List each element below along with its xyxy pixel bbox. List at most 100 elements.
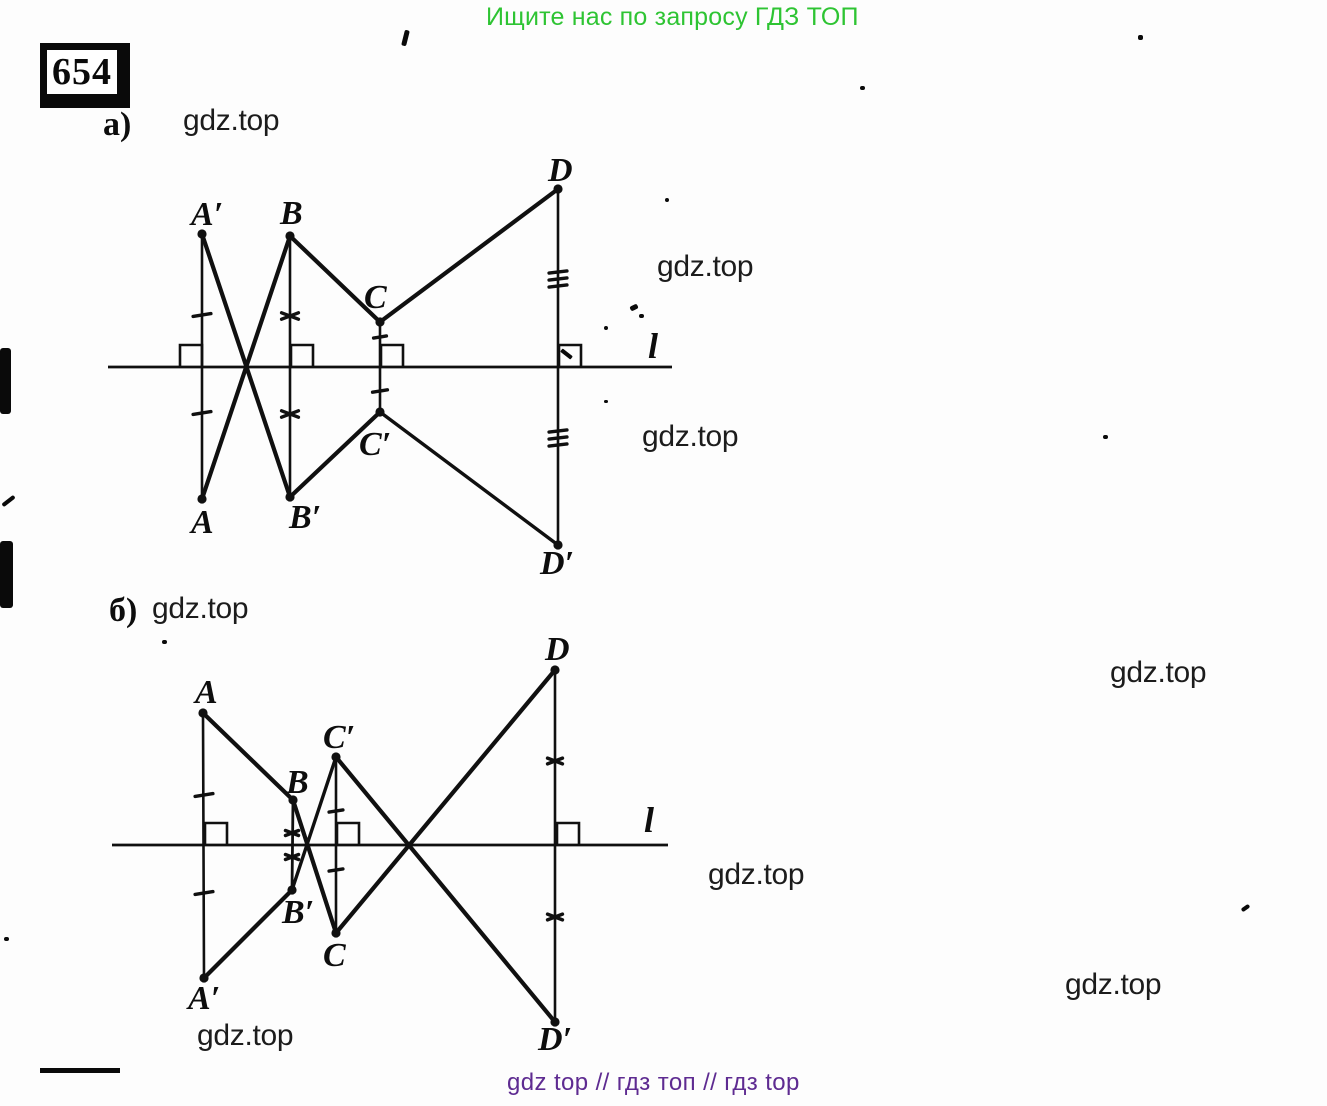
point-dot-a — [197, 494, 207, 504]
tick-mark — [547, 428, 569, 434]
point-dot-a — [197, 229, 207, 239]
point-label-a: C — [364, 279, 387, 316]
point-dot-b — [287, 885, 297, 895]
watermark-text: gdz.top — [657, 250, 754, 283]
point-label-b: B′ — [281, 894, 314, 931]
tick-mark — [545, 756, 565, 766]
point-dot-a — [285, 492, 295, 502]
right-angle-mark — [289, 343, 315, 367]
point-label-b: D — [544, 631, 570, 668]
segment-line — [287, 233, 383, 325]
point-label-a: B — [279, 195, 303, 232]
promo-header-text: Ищите нас по запросу ГДЗ ТОП — [486, 3, 859, 31]
figure-b-label: б) — [109, 592, 138, 629]
tick-mark — [193, 791, 215, 799]
segment-line — [287, 409, 383, 500]
ink-speck — [639, 314, 644, 318]
tick-mark — [283, 852, 301, 862]
point-label-b: B — [285, 764, 309, 801]
figure-a-label: а) — [103, 106, 132, 143]
point-dot-b — [198, 708, 208, 718]
point-dot-a — [553, 184, 563, 194]
ink-speck — [604, 326, 608, 330]
point-dot-b — [199, 973, 209, 983]
segment-line — [200, 710, 296, 803]
tick-mark — [370, 388, 390, 394]
segment-line — [377, 186, 561, 325]
ink-speck — [860, 86, 865, 90]
segment-line — [201, 887, 295, 981]
point-label-b: A′ — [186, 980, 220, 1017]
point-label-a: D — [547, 152, 573, 189]
point-label-b: C′ — [323, 719, 355, 756]
point-label-b: A — [193, 674, 218, 711]
segment-line — [290, 755, 338, 892]
segment-line — [333, 754, 558, 1025]
watermark-text: gdz.top — [197, 1019, 294, 1052]
point-label-a: A′ — [189, 196, 223, 233]
point-dot-a — [285, 231, 295, 241]
tick-mark — [547, 269, 569, 275]
ink-speck — [4, 937, 9, 941]
ink-speck — [1103, 435, 1108, 439]
right-angle-mark — [335, 821, 361, 845]
axis-label-a: l — [648, 326, 658, 366]
segment-line — [199, 231, 293, 500]
right-angle-mark — [557, 343, 583, 367]
tick-mark — [279, 311, 301, 321]
watermark-text: gdz.top — [183, 104, 280, 137]
point-label-a: A — [189, 504, 214, 541]
ink-speck — [604, 400, 608, 403]
tick-mark — [545, 912, 565, 922]
ink-speck — [665, 198, 669, 202]
watermark-text: gdz.top — [642, 420, 739, 453]
watermark-text: gdz.top — [1110, 656, 1207, 689]
point-dot-a — [375, 407, 385, 417]
right-angle-mark — [203, 821, 229, 845]
segment-line — [378, 410, 560, 547]
segment-line — [290, 797, 339, 936]
segment-line — [333, 667, 558, 936]
tick-mark — [279, 409, 301, 419]
problem-number-badge: 654 — [40, 43, 130, 108]
point-label-a: C′ — [359, 426, 391, 463]
tick-mark — [191, 311, 213, 319]
tick-mark — [547, 283, 569, 289]
ink-speck — [162, 640, 167, 644]
right-angle-mark — [555, 821, 581, 845]
tick-mark — [547, 276, 569, 282]
point-dot-a — [553, 540, 563, 550]
segment-line — [201, 711, 206, 980]
tick-mark — [547, 442, 569, 448]
axis-label-b: l — [644, 800, 654, 840]
right-angle-mark — [379, 343, 405, 367]
ink-speck — [0, 541, 13, 608]
point-label-b: D′ — [537, 1021, 572, 1058]
ink-speck — [0, 348, 11, 414]
tick-mark — [327, 808, 345, 814]
tick-mark — [371, 334, 389, 340]
ink-speck — [40, 1068, 120, 1073]
point-label-a: B′ — [288, 499, 321, 536]
watermark-text: gdz.top — [152, 592, 249, 625]
right-angle-mark — [178, 343, 204, 367]
segment-line — [290, 798, 295, 892]
point-dot-b — [331, 928, 341, 938]
watermark-text: gdz.top — [708, 858, 805, 891]
point-dot-b — [550, 1017, 560, 1027]
point-dot-b — [331, 752, 341, 762]
tick-mark — [327, 867, 345, 873]
point-dot-a — [375, 317, 385, 327]
point-label-b: C — [323, 937, 346, 974]
point-dot-b — [288, 795, 298, 805]
tick-mark — [193, 889, 215, 897]
footer-watermark-text: gdz top // гдз топ // гдз top — [507, 1069, 800, 1096]
tick-mark — [283, 828, 301, 838]
point-label-a: D′ — [539, 545, 574, 582]
ink-speck — [1138, 35, 1143, 40]
tick-mark — [547, 435, 569, 441]
watermark-text: gdz.top — [1065, 968, 1162, 1001]
point-dot-b — [550, 665, 560, 675]
